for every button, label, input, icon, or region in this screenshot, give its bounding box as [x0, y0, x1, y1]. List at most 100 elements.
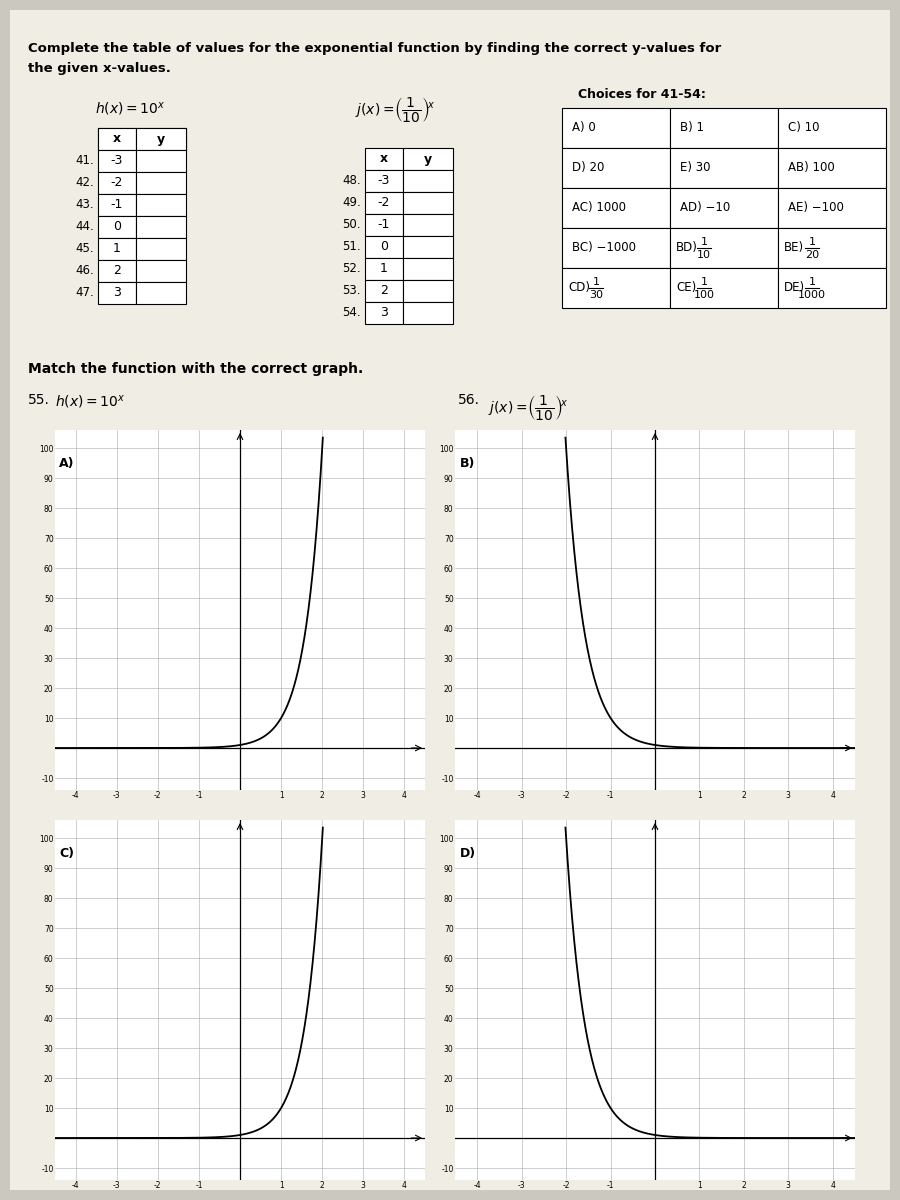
- Text: CD): CD): [568, 282, 590, 294]
- Text: C) 10: C) 10: [788, 121, 820, 134]
- Text: 1000: 1000: [798, 290, 826, 300]
- Bar: [670, 228, 778, 268]
- Bar: [365, 302, 403, 324]
- Text: -1: -1: [378, 218, 391, 232]
- Text: 50.: 50.: [343, 218, 361, 232]
- Bar: [136, 260, 186, 282]
- Bar: [365, 170, 403, 192]
- Text: 48.: 48.: [342, 174, 361, 187]
- Bar: [98, 260, 136, 282]
- Text: BD): BD): [676, 241, 698, 254]
- Text: 10: 10: [698, 250, 711, 260]
- Text: 54.: 54.: [342, 306, 361, 319]
- Text: 41.: 41.: [76, 155, 94, 168]
- Text: C): C): [59, 847, 74, 860]
- Text: $h(x)=10^x$: $h(x)=10^x$: [95, 100, 166, 116]
- Text: 1: 1: [380, 263, 388, 276]
- Bar: [403, 148, 453, 170]
- Bar: [136, 282, 186, 304]
- Text: AE) −100: AE) −100: [788, 202, 844, 215]
- Bar: [670, 188, 778, 228]
- Bar: [403, 170, 453, 192]
- Text: $h(x)=10^x$: $h(x)=10^x$: [55, 392, 125, 410]
- Bar: [562, 268, 670, 308]
- Text: x: x: [380, 152, 388, 166]
- Text: Choices for 41-54:: Choices for 41-54:: [578, 88, 706, 101]
- Text: Match the function with the correct graph.: Match the function with the correct grap…: [28, 362, 364, 376]
- Bar: [98, 150, 136, 172]
- Bar: [136, 128, 186, 150]
- Bar: [562, 148, 670, 188]
- Text: Complete the table of values for the exponential function by finding the correct: Complete the table of values for the exp…: [28, 42, 721, 55]
- Text: 2: 2: [380, 284, 388, 298]
- Bar: [98, 128, 136, 150]
- Text: 1: 1: [701, 277, 707, 287]
- Text: 0: 0: [113, 221, 121, 234]
- Text: CE): CE): [676, 282, 697, 294]
- Text: $j(x)=\!\left(\dfrac{1}{10}\right)^{\!x}$: $j(x)=\!\left(\dfrac{1}{10}\right)^{\!x}…: [488, 392, 569, 422]
- Bar: [403, 258, 453, 280]
- Bar: [98, 282, 136, 304]
- Bar: [136, 194, 186, 216]
- Text: -1: -1: [111, 198, 123, 211]
- Bar: [403, 236, 453, 258]
- Text: 52.: 52.: [342, 263, 361, 276]
- Bar: [778, 268, 886, 308]
- Text: E) 30: E) 30: [680, 162, 710, 174]
- Bar: [365, 192, 403, 214]
- Text: D) 20: D) 20: [572, 162, 605, 174]
- Bar: [365, 280, 403, 302]
- Text: 43.: 43.: [76, 198, 94, 211]
- Text: D): D): [459, 847, 475, 860]
- Text: -3: -3: [111, 155, 123, 168]
- Text: DE): DE): [784, 282, 806, 294]
- Text: the given x-values.: the given x-values.: [28, 62, 171, 74]
- Text: B): B): [459, 457, 475, 470]
- Text: 3: 3: [113, 287, 121, 300]
- Bar: [562, 108, 670, 148]
- Bar: [136, 172, 186, 194]
- Text: 1: 1: [113, 242, 121, 256]
- Text: B) 1: B) 1: [680, 121, 704, 134]
- Bar: [670, 268, 778, 308]
- Text: A) 0: A) 0: [572, 121, 596, 134]
- Bar: [403, 280, 453, 302]
- Bar: [778, 228, 886, 268]
- Text: 53.: 53.: [343, 284, 361, 298]
- Bar: [136, 238, 186, 260]
- Text: 47.: 47.: [76, 287, 94, 300]
- Text: AC) 1000: AC) 1000: [572, 202, 626, 215]
- Text: 45.: 45.: [76, 242, 94, 256]
- Text: 51.: 51.: [342, 240, 361, 253]
- Bar: [98, 238, 136, 260]
- Bar: [365, 258, 403, 280]
- Bar: [403, 302, 453, 324]
- Text: y: y: [157, 132, 165, 145]
- Bar: [562, 228, 670, 268]
- Bar: [778, 188, 886, 228]
- Text: 44.: 44.: [76, 221, 94, 234]
- Text: 1: 1: [809, 236, 815, 247]
- Bar: [403, 192, 453, 214]
- Text: -2: -2: [111, 176, 123, 190]
- Text: 0: 0: [380, 240, 388, 253]
- Text: -2: -2: [378, 197, 391, 210]
- Bar: [98, 172, 136, 194]
- Text: A): A): [59, 457, 75, 470]
- Text: BC) −1000: BC) −1000: [572, 241, 636, 254]
- Bar: [778, 108, 886, 148]
- Bar: [670, 108, 778, 148]
- Bar: [365, 214, 403, 236]
- Bar: [136, 216, 186, 238]
- Bar: [365, 148, 403, 170]
- Text: 46.: 46.: [76, 264, 94, 277]
- Text: 30: 30: [590, 290, 603, 300]
- Text: 20: 20: [806, 250, 819, 260]
- Text: y: y: [424, 152, 432, 166]
- Bar: [365, 236, 403, 258]
- Text: AB) 100: AB) 100: [788, 162, 835, 174]
- Text: 1: 1: [701, 236, 707, 247]
- Bar: [778, 148, 886, 188]
- Text: 2: 2: [113, 264, 121, 277]
- Text: 56.: 56.: [458, 392, 480, 407]
